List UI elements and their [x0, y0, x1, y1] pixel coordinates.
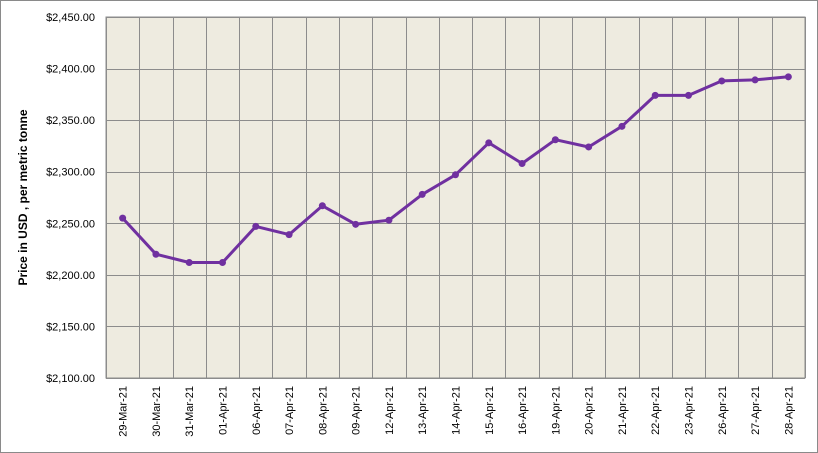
- x-tick-label: 01-Apr-21: [218, 386, 230, 435]
- x-tick-label: 08-Apr-21: [317, 386, 329, 435]
- data-point: [784, 73, 792, 81]
- y-tick-label: $2,250.00: [46, 218, 95, 230]
- x-tick-label: 15-Apr-21: [484, 386, 496, 435]
- x-axis-tick-labels: 29-Mar-21 30-Mar-21 31-Mar-21 01-Apr-21 06-A…: [118, 386, 796, 437]
- y-tick-label: $2,200.00: [46, 270, 95, 282]
- data-point: [385, 216, 393, 224]
- data-point: [152, 250, 160, 258]
- x-tick-label: 30-Mar-21: [151, 386, 163, 437]
- y-tick-label: $2,150.00: [46, 321, 95, 333]
- y-axis-title: Price in USD , per metric tonne: [16, 109, 30, 285]
- x-tick-label: 16-Apr-21: [517, 386, 529, 435]
- x-tick-label: 21-Apr-21: [617, 386, 629, 435]
- x-tick-label: 14-Apr-21: [451, 386, 463, 435]
- x-tick-label: 26-Apr-21: [717, 386, 729, 435]
- x-tick-label: 22-Apr-21: [650, 386, 662, 435]
- x-tick-label: 09-Apr-21: [351, 386, 363, 435]
- data-point: [485, 139, 493, 147]
- plot-background: [105, 16, 806, 379]
- x-tick-label: 23-Apr-21: [684, 386, 696, 435]
- data-point: [318, 202, 326, 210]
- x-tick-label: 29-Mar-21: [118, 386, 130, 437]
- series-layer: [119, 73, 792, 266]
- plot-area: [105, 16, 806, 379]
- data-point: [685, 91, 692, 99]
- data-point: [418, 190, 426, 198]
- x-tick-label: 06-Apr-21: [251, 386, 263, 435]
- y-tick-label: $2,400.00: [46, 64, 95, 76]
- data-point: [285, 231, 293, 239]
- y-tick-label: $2,450.00: [46, 12, 95, 24]
- data-point: [551, 136, 559, 144]
- y-axis-tick-labels: $2,100.00 $2,150.00 $2,200.00 $2,250.00 $2,3…: [46, 12, 95, 385]
- y-tick-label: $2,300.00: [46, 167, 95, 179]
- data-point: [119, 214, 127, 222]
- y-tick-label: $2,350.00: [46, 115, 95, 127]
- data-point: [185, 258, 193, 266]
- data-point: [585, 143, 593, 151]
- data-point: [219, 258, 226, 266]
- data-point: [252, 222, 260, 230]
- data-point: [751, 76, 759, 84]
- x-tick-label: 20-Apr-21: [584, 386, 596, 435]
- data-point: [651, 91, 659, 99]
- x-tick-label: 19-Apr-21: [550, 386, 562, 435]
- x-tick-label: 07-Apr-21: [284, 386, 296, 435]
- y-tick-label: $2,100.00: [46, 373, 95, 385]
- x-tick-label: 28-Apr-21: [783, 386, 795, 435]
- data-point: [352, 220, 360, 228]
- data-point: [518, 159, 526, 167]
- x-tick-label: 12-Apr-21: [384, 386, 396, 435]
- data-point: [718, 77, 726, 85]
- gridlines: [106, 17, 806, 379]
- data-point: [618, 122, 626, 130]
- data-point: [452, 171, 459, 179]
- x-tick-label: 31-Mar-21: [184, 386, 196, 437]
- x-tick-label: 27-Apr-21: [750, 386, 762, 435]
- x-tick-label: 13-Apr-21: [417, 386, 429, 435]
